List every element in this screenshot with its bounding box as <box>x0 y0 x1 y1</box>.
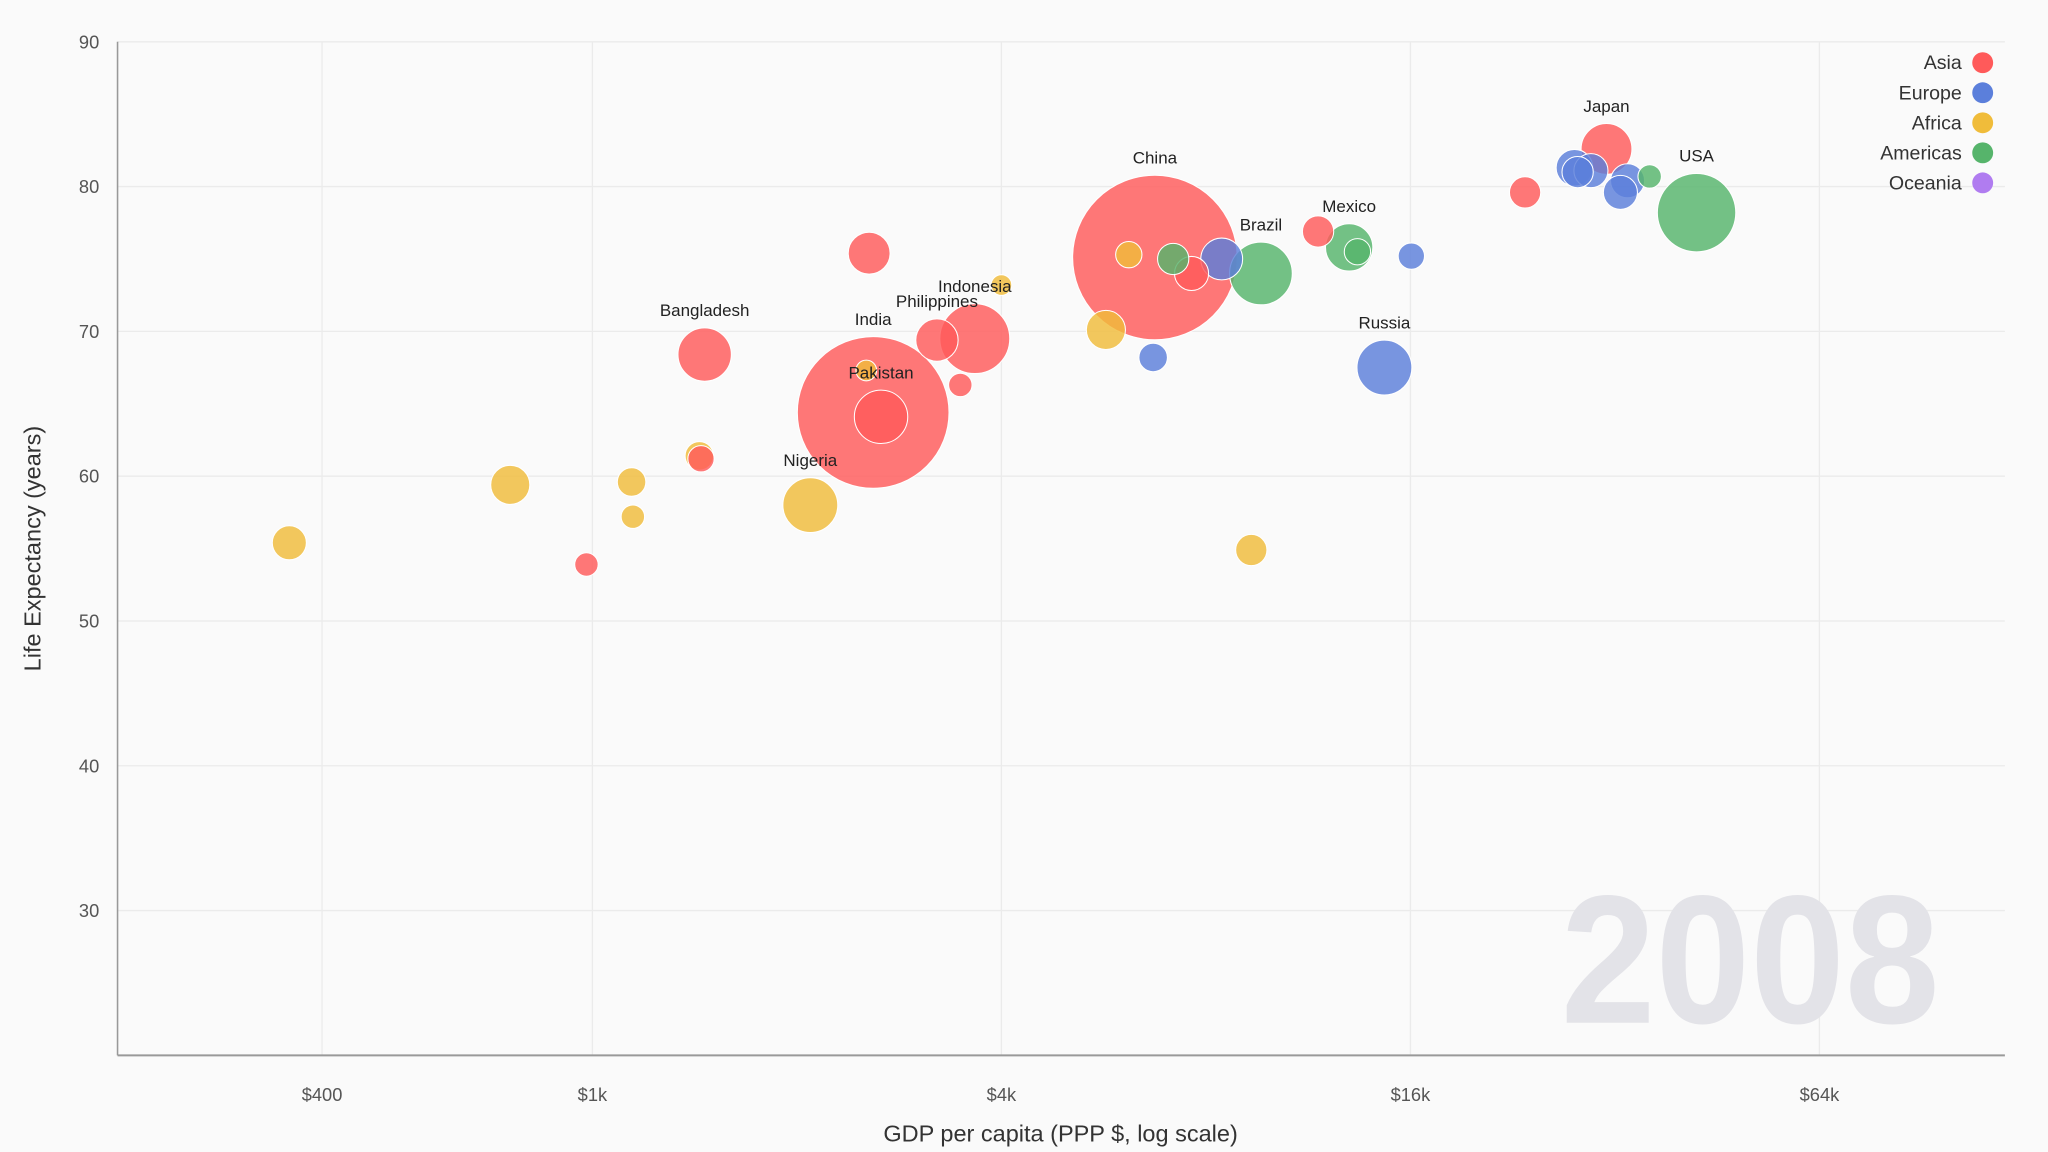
bubble-africa[interactable] <box>1115 240 1143 269</box>
bubble-label: USA <box>1679 147 1715 166</box>
x-tick-label: $400 <box>302 1084 343 1105</box>
bubble-nigeria[interactable] <box>782 477 839 534</box>
bubbles <box>271 122 1737 577</box>
legend-label: Asia <box>1924 52 1962 74</box>
bubble-russia[interactable] <box>1356 339 1413 396</box>
ticks: 30 40 50 60 70 80 90 $400 $1k $4k $16k $64k <box>79 31 1840 1105</box>
bubble-asia[interactable] <box>574 552 599 577</box>
x-axis-title: GDP per capita (PPP $, log scale) <box>883 1121 1237 1147</box>
legend-swatch[interactable] <box>1972 82 1994 104</box>
bubble-asia[interactable] <box>948 372 973 398</box>
y-tick-label: 70 <box>79 321 99 342</box>
bubble-europe[interactable] <box>1602 174 1638 210</box>
bubble-label: Pakistan <box>848 363 913 382</box>
y-tick-label: 40 <box>79 755 99 776</box>
x-tick-label: $4k <box>987 1084 1017 1105</box>
bubble-label: Indonesia <box>938 277 1012 296</box>
bubble-africa[interactable] <box>1085 309 1126 350</box>
y-tick-label: 30 <box>79 900 99 921</box>
y-tick-label: 60 <box>79 466 99 487</box>
legend-swatch[interactable] <box>1972 112 1994 134</box>
bubble-europe[interactable] <box>1561 155 1594 189</box>
bubble-pakistan[interactable] <box>853 389 909 445</box>
bubble-label: Nigeria <box>783 451 837 470</box>
bubble-americas[interactable] <box>1343 238 1372 266</box>
x-tick-label: $16k <box>1391 1084 1431 1105</box>
y-tick-label: 50 <box>79 610 99 631</box>
bubble-label: China <box>1133 148 1178 167</box>
bubble-label: Brazil <box>1240 215 1282 234</box>
bubble-africa[interactable] <box>271 525 307 561</box>
year-watermark: 2008 <box>1561 857 1940 1062</box>
y-axis-title: Life Expectancy (years) <box>19 426 45 672</box>
bubble-labels: China India USA Indonesia Brazil Nigeria Russi… <box>660 97 1715 470</box>
legend-label: Africa <box>1912 112 1962 134</box>
bubble-africa[interactable] <box>620 504 646 529</box>
legend-swatch[interactable] <box>1972 52 1994 74</box>
bubble-americas[interactable] <box>1157 242 1190 276</box>
bubble-africa[interactable] <box>490 464 531 505</box>
y-tick-label: 90 <box>79 31 99 52</box>
bubble-label: Philippines <box>896 292 978 311</box>
y-tick-label: 80 <box>79 176 99 197</box>
bubble-asia[interactable] <box>1508 176 1542 209</box>
legend-label: Europe <box>1899 82 1962 104</box>
legend-label: Oceania <box>1889 172 1962 194</box>
bubble-asia[interactable] <box>847 231 891 275</box>
legend: Asia Europe Africa Americas Oceania <box>1880 52 1994 194</box>
bubble-africa[interactable] <box>855 359 878 382</box>
x-tick-label: $1k <box>578 1084 608 1105</box>
grid <box>117 41 2005 1056</box>
bubble-label: Bangladesh <box>660 301 750 320</box>
bubble-africa[interactable] <box>990 274 1013 296</box>
bubble-africa[interactable] <box>1235 533 1268 567</box>
bubble-label: Mexico <box>1322 197 1376 216</box>
bubble-asia[interactable] <box>687 445 715 473</box>
bubble-label: Japan <box>1583 97 1629 116</box>
legend-label: Americas <box>1880 142 1962 164</box>
bubble-usa[interactable] <box>1656 172 1737 253</box>
x-tick-label: $64k <box>1800 1084 1840 1105</box>
bubble-europe[interactable] <box>1397 242 1426 270</box>
legend-swatch[interactable] <box>1972 172 1994 194</box>
legend-swatch[interactable] <box>1972 142 1994 164</box>
bubble-asia[interactable] <box>1301 215 1335 248</box>
bubble-label: India <box>855 310 892 329</box>
bubble-europe[interactable] <box>1138 342 1168 373</box>
bubble-americas[interactable] <box>1637 164 1662 189</box>
bubble-philippines[interactable] <box>915 318 959 362</box>
bubble-label: Russia <box>1358 313 1410 332</box>
bubble-bangladesh[interactable] <box>677 327 732 382</box>
bubble-africa[interactable] <box>616 467 647 497</box>
